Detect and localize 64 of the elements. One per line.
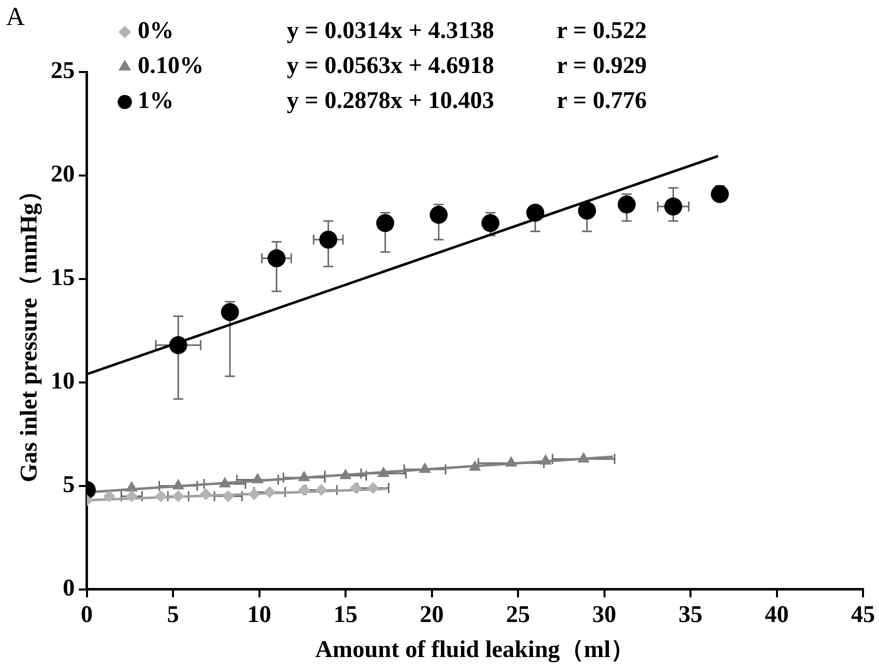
x-tick-label: 15 (334, 602, 358, 628)
point (172, 490, 184, 502)
y-tick-label: 0 (62, 576, 75, 602)
point (126, 480, 138, 492)
point (248, 488, 260, 500)
annotation: r = 0.776 (556, 88, 647, 114)
annotation: y = 0.0563x + 4.6918 (286, 53, 494, 80)
x-tick-label: 40 (764, 602, 789, 628)
y-tick-label: 10 (50, 368, 75, 395)
point (126, 490, 138, 502)
point (298, 470, 310, 482)
point (578, 202, 596, 220)
point (264, 486, 276, 498)
x-tick-label: 30 (592, 602, 616, 628)
point (222, 490, 234, 502)
point (169, 336, 188, 354)
point (618, 195, 636, 214)
legend-label: 1% (138, 88, 174, 114)
point (376, 214, 394, 232)
point (200, 488, 212, 500)
point (319, 230, 338, 249)
x-tick-label: 0 (80, 602, 93, 628)
annotation: r = 0.929 (556, 53, 647, 80)
point (339, 468, 352, 480)
point (298, 484, 310, 496)
legend-label: 0% (138, 18, 174, 44)
point (505, 456, 518, 467)
point (252, 472, 264, 484)
point (578, 452, 590, 463)
point (315, 484, 328, 496)
point (540, 454, 552, 465)
x-tick-label: 20 (420, 602, 444, 628)
x-tick-label: 35 (678, 602, 703, 628)
y-tick-label: 5 (62, 472, 75, 498)
text: A (6, 2, 25, 31)
point (220, 303, 239, 322)
point (430, 206, 448, 224)
point (350, 482, 362, 494)
x-tick-label: 10 (247, 602, 272, 628)
point (468, 460, 481, 471)
x-axis-title: Amount of fluid leaking（ml） (315, 636, 635, 663)
point (218, 476, 231, 488)
y-tick-label: 25 (50, 58, 75, 84)
y-tick-label: 20 (50, 162, 75, 188)
point (664, 198, 682, 216)
point (481, 214, 500, 232)
point (377, 466, 390, 478)
text: y = 0.0314x + 4.3138 (286, 18, 494, 44)
point (418, 462, 431, 473)
text: r = 0.522 (556, 18, 647, 44)
x-tick-label: 45 (851, 602, 875, 628)
point (154, 490, 167, 502)
point (710, 185, 729, 204)
y-axis-title: Gas inlet pressure（mmHg） (16, 179, 43, 482)
point (367, 482, 380, 494)
point (172, 478, 184, 490)
point (268, 249, 286, 268)
x-tick-label: 5 (167, 602, 180, 628)
y-tick-label: 15 (50, 265, 75, 292)
legend-label: 0.10% (138, 53, 204, 80)
point (526, 204, 544, 222)
x-tick-label: 25 (506, 602, 530, 628)
point (103, 490, 116, 502)
annotation: y = 0.2878x + 10.403 (286, 88, 494, 114)
